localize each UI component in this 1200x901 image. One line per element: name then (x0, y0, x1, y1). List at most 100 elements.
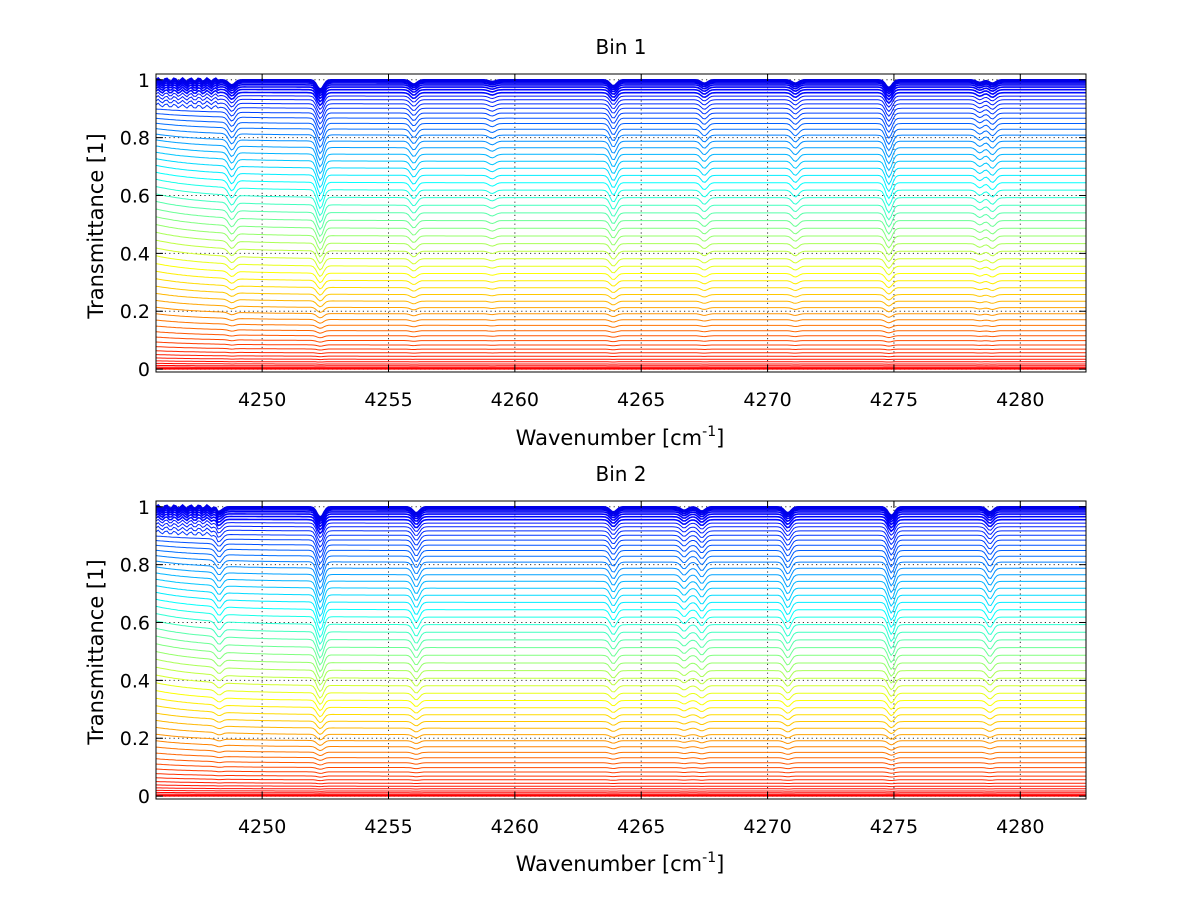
y-tick-label: 0.6 (120, 186, 150, 208)
x-tick-label: 4260 (491, 389, 539, 411)
spectrum-series-line (155, 270, 1086, 290)
spectrum-series-line (155, 768, 1086, 774)
spectrum-series-line (155, 151, 1086, 182)
spectrum-series-line (156, 354, 1086, 358)
spectrum-series-line (155, 77, 1086, 91)
spectrum-series-line (156, 362, 1086, 365)
spectrum-series-line (155, 216, 1086, 245)
spectrum-series-line (155, 512, 1086, 531)
spectrum-series-line (155, 733, 1086, 746)
spectrum-series-line (155, 515, 1086, 535)
spectrum-series-line (155, 566, 1086, 597)
y-tick-label: 0 (138, 786, 150, 808)
y-tick-label: 0 (138, 359, 150, 381)
x-tick-label: 4260 (491, 816, 539, 838)
spectrum-series-line (155, 719, 1086, 735)
x-tick-label: 4280 (996, 389, 1044, 411)
spectrum-series-line (155, 591, 1086, 625)
spectrum-series-line (155, 247, 1086, 271)
bin-2-panel: Bin 2 4250 4255 4260 4265 4270 4275 4280 0 0.2 0.… (84, 462, 1087, 876)
spectrum-series-line (155, 81, 1086, 97)
spectrum-series-line (155, 193, 1086, 224)
spectrum-series-line (155, 726, 1086, 741)
spectrum-series-line (155, 555, 1086, 584)
spectrum-series-line (156, 791, 1086, 794)
y-tick-label: 1 (138, 70, 150, 92)
x-tick-label: 4265 (617, 389, 665, 411)
spectrum-series-line (155, 306, 1086, 319)
spectrum-series-line (155, 682, 1086, 705)
spectrum-series-line (155, 758, 1086, 766)
spectrum-series-line (155, 79, 1086, 95)
bin-2-ticks: 4250 4255 4260 4265 4270 4275 4280 0 0.2 0.4 0.6 0.… (120, 497, 1086, 838)
spectrum-series-line (155, 91, 1086, 111)
spectrum-series-line (155, 113, 1086, 136)
spectrum-series-line (155, 508, 1086, 525)
spectrum-series-line (155, 752, 1086, 761)
spectrum-series-line (155, 85, 1086, 103)
spectrum-series-line (155, 510, 1086, 528)
spectrum-series-line (155, 740, 1086, 752)
spectrum-series-line (155, 535, 1086, 559)
spectrum-series-line (155, 697, 1086, 718)
spectrum-series-line (155, 133, 1086, 162)
y-tick-label: 0.8 (120, 128, 150, 150)
spectrum-series-line (155, 585, 1086, 618)
spectrum-series-line (155, 224, 1086, 251)
y-tick-label: 0.2 (120, 728, 150, 750)
spectrum-series-line (155, 122, 1086, 149)
spectrum-series-line (155, 231, 1086, 258)
spectrum-series-line (155, 578, 1086, 611)
spectrum-series-line (155, 620, 1086, 653)
x-tick-label: 4255 (364, 816, 412, 838)
spectrum-series-line (155, 690, 1086, 712)
spectrum-series-line (155, 777, 1086, 782)
spectrum-series-line (155, 186, 1086, 217)
x-tick-label: 4275 (870, 816, 918, 838)
spectrum-series-line (155, 522, 1086, 543)
spectrum-series-line (155, 128, 1086, 155)
spectrum-series-line (155, 331, 1086, 339)
x-tick-label: 4270 (743, 389, 791, 411)
spectrum-series-line (155, 117, 1086, 142)
spectrum-series-line (155, 239, 1086, 265)
spectrum-series-line (155, 613, 1086, 646)
bin-2-title: Bin 2 (595, 462, 646, 486)
spectrum-series-line (155, 139, 1086, 168)
spectrum-series-line (155, 313, 1086, 324)
bin-1-title: Bin 1 (595, 35, 646, 59)
spectrum-series-line (155, 158, 1086, 189)
y-tick-label: 0.4 (120, 670, 150, 692)
spectrum-series-line (155, 506, 1086, 523)
bin-1-ticks: 4250 4255 4260 4265 4270 4275 4280 0 0.2 0.4 0.6 0.… (120, 70, 1086, 411)
bin-1-y-axis-label: Transmittance [1] (84, 133, 108, 319)
spectrum-series-line (155, 549, 1086, 577)
spectrum-series-line (155, 341, 1086, 347)
bin-2-y-axis-label: Transmittance [1] (84, 559, 108, 745)
bin-1-axes-box (155, 73, 1087, 373)
spectrum-series-line (155, 350, 1086, 355)
spectrum-series-line (155, 171, 1086, 203)
bin-2-axes-box (155, 500, 1087, 800)
spectrum-series-line (155, 278, 1086, 296)
spectrum-series-line (155, 164, 1086, 196)
spectrum-series-line (155, 674, 1086, 699)
spectrum-series-line (155, 102, 1086, 125)
spectrum-series-line (155, 346, 1086, 351)
spectrum-series-line (155, 666, 1086, 693)
spectrum-series-line (155, 200, 1086, 231)
spectrum-series-line (155, 544, 1086, 571)
spectrum-series-line (155, 88, 1086, 107)
y-tick-label: 1 (138, 497, 150, 519)
x-tick-label: 4265 (617, 816, 665, 838)
spectrum-series-line (155, 525, 1086, 548)
spectrum-series-line (155, 336, 1086, 343)
spectrum-series-line (156, 781, 1086, 785)
x-tick-label: 4250 (238, 816, 286, 838)
spectrum-series-line (155, 560, 1086, 590)
spectrum-series-line (155, 255, 1086, 278)
bin-1-panel: Bin 1 4250 4255 4260 4265 4270 4275 4280 0 0.2 0.… (84, 35, 1087, 450)
x-tick-label: 4250 (238, 389, 286, 411)
spectrum-series-line (155, 319, 1086, 329)
spectrum-series-line (155, 78, 1086, 93)
